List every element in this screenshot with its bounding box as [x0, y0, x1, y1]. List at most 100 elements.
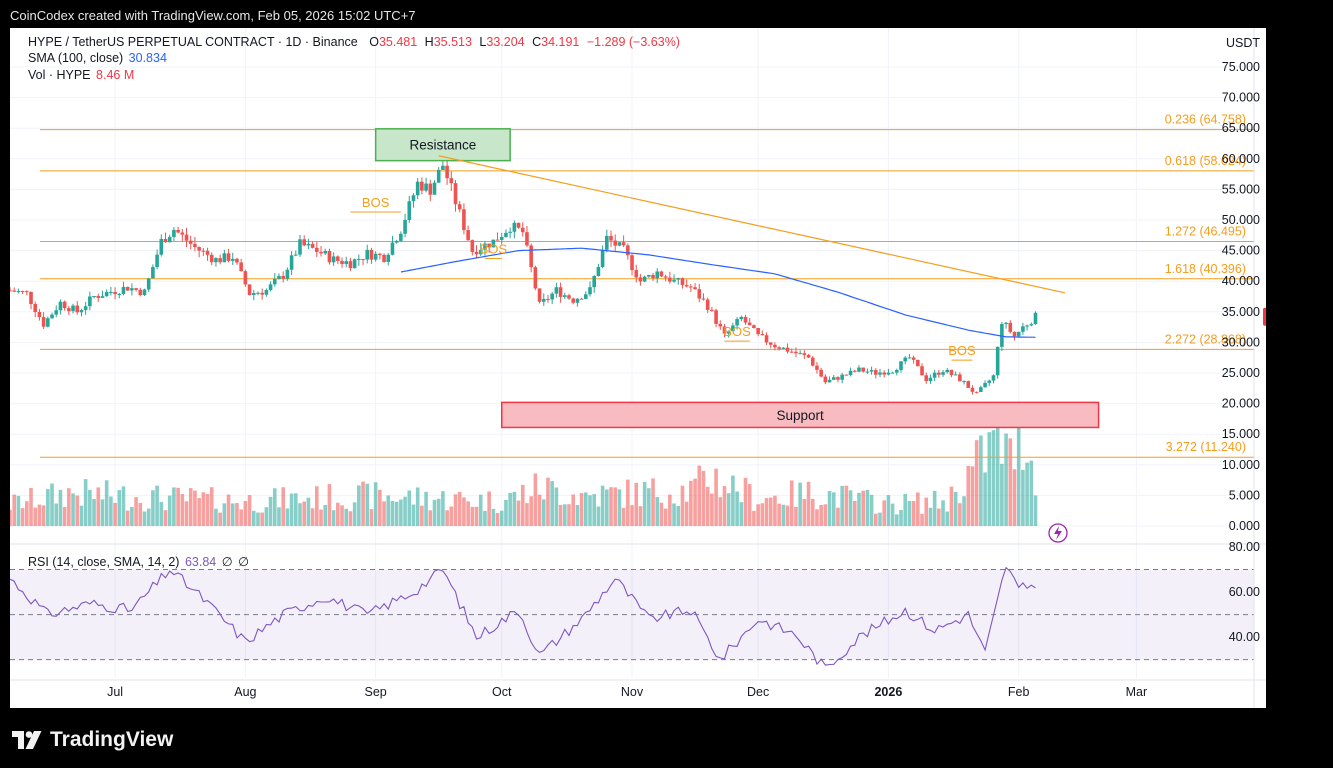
candle-body — [676, 278, 681, 280]
volume-bar — [916, 492, 920, 526]
candle-body — [806, 354, 811, 358]
candle-body — [138, 289, 143, 296]
volume-bar — [844, 485, 849, 526]
candle-body — [285, 269, 290, 279]
volume-bar — [386, 495, 391, 526]
volume-bar — [827, 491, 832, 526]
volume-bar — [117, 490, 122, 526]
volume-bar — [214, 508, 218, 526]
candle-body — [525, 232, 529, 246]
candle-body — [752, 325, 756, 329]
candle-body — [449, 178, 454, 184]
volume-bar — [357, 485, 361, 526]
candle-body — [495, 239, 500, 241]
candle-body — [293, 254, 298, 256]
candle-body — [621, 242, 626, 246]
volume-bar — [462, 497, 466, 526]
volume-bar — [583, 492, 588, 526]
candle-body — [554, 287, 559, 294]
time-axis[interactable]: Jul Aug Sep Oct Nov Dec 2026 Feb Mar — [107, 685, 1147, 699]
candle-body — [722, 326, 727, 334]
candle-body — [512, 222, 517, 232]
volume-bar — [474, 506, 479, 526]
legend-symbol: HYPE / TetherUS PERPETUAL CONTRACT · 1D … — [28, 35, 358, 49]
price-tick-label: 0.000 — [1229, 519, 1260, 533]
candle-body — [596, 267, 601, 277]
volume-bar — [995, 413, 1000, 526]
volume-bar — [79, 505, 84, 526]
candle-body — [647, 274, 651, 277]
rsi-line — [10, 566, 1036, 666]
candle-body — [83, 306, 88, 311]
volume-bar — [806, 481, 811, 526]
volume-bar — [394, 501, 399, 526]
candle-body — [25, 291, 29, 293]
rsi-tick-label: 60.00 — [1229, 585, 1260, 599]
volume-bar — [323, 504, 328, 526]
volume-bar — [794, 506, 798, 526]
candle-body — [899, 361, 903, 370]
volume-bar — [197, 498, 201, 526]
volume-bar — [752, 510, 756, 526]
volume-bar — [588, 495, 592, 526]
volume-bar — [378, 489, 382, 526]
volume-bar — [184, 501, 189, 526]
chart-panel[interactable]: 0.236 (64.758) 0.618 (58.024) 1.272 (46.49… — [10, 28, 1266, 708]
volume-bar — [663, 508, 668, 526]
candle-body — [726, 331, 731, 334]
candle-body — [768, 342, 773, 345]
candle-body — [474, 251, 479, 255]
volume-bar — [533, 473, 538, 526]
volume-bar — [109, 496, 113, 526]
volume-bar — [54, 503, 59, 526]
volume-bar — [83, 479, 88, 526]
chart-canvas[interactable]: 0.236 (64.758) 0.618 (58.024) 1.272 (46.49… — [10, 28, 1266, 708]
volume-bar — [562, 504, 567, 526]
candle-body — [306, 243, 311, 246]
candle-body — [583, 294, 588, 299]
volume-bar — [222, 503, 227, 526]
candle-body — [163, 238, 168, 243]
tradingview-brand[interactable]: TradingView — [12, 728, 173, 752]
candle-body — [773, 344, 777, 348]
candle-body — [890, 372, 895, 374]
candle-body — [1029, 324, 1034, 326]
volume-bar — [281, 487, 285, 526]
volume-bar — [1033, 495, 1038, 526]
candle-body — [995, 346, 1000, 376]
volume-bar — [449, 506, 454, 526]
candle-body — [411, 195, 416, 202]
candle-body — [794, 351, 798, 354]
candle-body — [113, 292, 117, 295]
legend-l-label: L — [479, 35, 487, 49]
legend-h-label: H — [424, 35, 434, 49]
candle-body — [10, 290, 12, 292]
volume-bar — [226, 494, 231, 526]
candle-body — [970, 387, 975, 392]
volume-bar — [67, 488, 71, 526]
volume-bar — [945, 511, 950, 526]
fib-level-label: 0.618 (58.024) — [1165, 154, 1246, 168]
volume-bar — [558, 504, 563, 526]
volume-bar — [138, 502, 143, 526]
volume-bar — [798, 482, 802, 526]
candle-body — [819, 369, 823, 377]
resistance-label: Resistance — [410, 138, 477, 153]
candle-body — [966, 381, 971, 388]
time-tick-label: Jul — [107, 685, 123, 699]
volume-bar — [428, 510, 433, 526]
volume-bar — [176, 487, 180, 526]
legend-c-label: C — [532, 35, 542, 49]
volume-bar — [743, 477, 748, 526]
volume-bar — [979, 435, 983, 526]
volume-bar — [869, 494, 874, 526]
volume-bar — [634, 482, 639, 526]
candle-body — [852, 370, 857, 372]
candle-body — [357, 258, 361, 260]
volume-bar — [718, 497, 723, 526]
candle-body — [151, 267, 155, 279]
candle-body — [478, 249, 483, 255]
volume-bar — [777, 503, 781, 526]
rsi-tick-label: 80.00 — [1229, 540, 1260, 554]
price-axis[interactable]: USDT 75.000 70.000 65.000 60.000 55.000 50.000… — [1222, 28, 1266, 708]
